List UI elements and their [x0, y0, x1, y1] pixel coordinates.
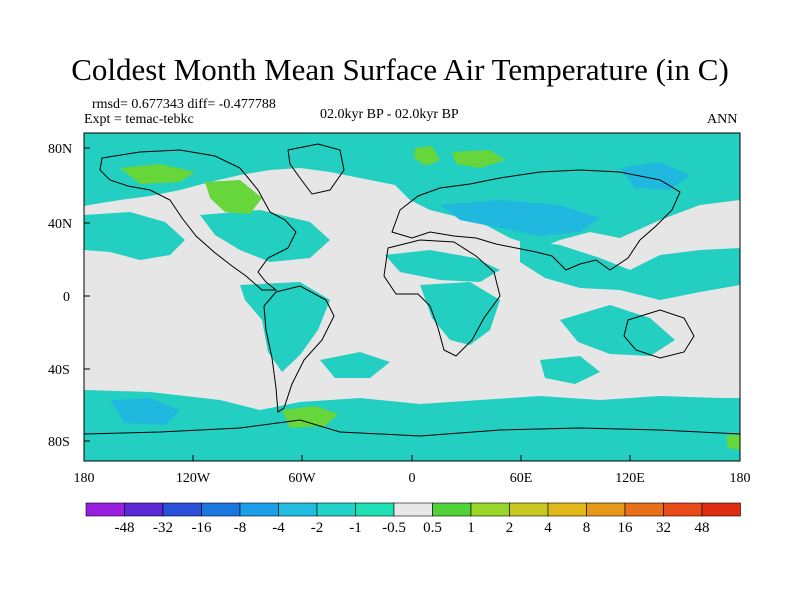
- anomaly-region: [240, 282, 330, 372]
- colorbar-swatch: [586, 502, 626, 517]
- anomaly-region: [200, 210, 330, 262]
- map-title: Coldest Month Mean Surface Air Temperatu…: [71, 52, 729, 87]
- experiment-label: Expt = temac-tebkc: [84, 112, 194, 127]
- colorbar-swatch: [124, 502, 164, 517]
- anomaly-region: [540, 356, 600, 384]
- colorbar-swatch: [201, 502, 241, 517]
- period-label: 02.0kyr BP - 02.0kyr BP: [320, 107, 459, 122]
- anomaly-region: [420, 282, 500, 345]
- colorbar-label: -4: [272, 520, 285, 536]
- colorbar-swatch: [85, 502, 125, 517]
- anomaly-fill-layer: [84, 133, 740, 461]
- colorbar-label: 16: [618, 520, 634, 536]
- coastline-layer: [84, 143, 740, 437]
- lat-label: 80N: [48, 142, 72, 157]
- stats-label: rmsd= 0.677343 diff= -0.477788: [92, 97, 276, 112]
- anomaly-region: [414, 146, 440, 166]
- colorbar-label: 8: [583, 520, 591, 536]
- colorbar-label: -48: [115, 520, 135, 536]
- anomaly-region: [84, 390, 740, 461]
- colorbar-swatch: [239, 502, 279, 517]
- colorbar: -48 -32 -16 -8 -4 -2 -1 -0.5 0.5 1 2 4 8 16 32 48: [85, 502, 741, 536]
- anomaly-region: [120, 164, 195, 184]
- coastline-south-america: [263, 285, 335, 413]
- colorbar-swatch: [701, 502, 741, 517]
- colorbar-swatch: [162, 502, 202, 517]
- lon-label: 120W: [176, 471, 211, 486]
- colorbar-swatch: [509, 502, 549, 517]
- coastline-australia: [623, 309, 695, 359]
- colorbar-swatch: [316, 502, 356, 517]
- anomaly-region: [282, 406, 338, 428]
- colorbar-swatch: [278, 502, 318, 517]
- lon-label: 0: [409, 471, 416, 486]
- colorbar-label: -8: [234, 520, 247, 536]
- anomaly-region: [620, 162, 690, 190]
- colorbar-swatch: [663, 502, 703, 517]
- colorbar-swatch: [432, 502, 472, 517]
- lat-label: 40N: [48, 217, 72, 232]
- anomaly-region: [440, 200, 600, 236]
- lat-label: 40S: [48, 363, 70, 378]
- coastline-north-america: [99, 149, 297, 291]
- colorbar-label: 1: [467, 520, 475, 536]
- lon-label: 180: [730, 471, 751, 486]
- coastline-greenland: [287, 143, 345, 195]
- colorbar-label: 0.5: [423, 520, 442, 536]
- anomaly-region: [726, 434, 740, 450]
- colorbar-swatch: [355, 502, 395, 517]
- colorbar-label: 4: [544, 520, 552, 536]
- colorbar-swatch: [624, 502, 664, 517]
- latitude-axis: 80N 40N 0 40S 80S: [48, 142, 90, 450]
- longitude-axis: 180 120W 60W 0 60E 120E 180: [74, 455, 751, 486]
- colorbar-swatch: [393, 502, 433, 517]
- season-label: ANN: [707, 112, 738, 127]
- anomaly-region: [110, 398, 180, 425]
- coastline-eurasia: [391, 169, 681, 271]
- lat-label: 0: [63, 290, 70, 305]
- lon-label: 120E: [615, 471, 645, 486]
- lat-label: 80S: [48, 435, 70, 450]
- lon-label: 180: [74, 471, 95, 486]
- colorbar-label: -32: [153, 520, 173, 536]
- anomaly-region: [320, 352, 390, 378]
- colorbar-label: -1: [349, 520, 362, 536]
- colorbar-label: -2: [311, 520, 324, 536]
- anomaly-region: [385, 250, 500, 282]
- coastline-africa: [383, 239, 501, 357]
- colorbar-label: 32: [656, 520, 671, 536]
- anomaly-region: [452, 150, 505, 168]
- anomaly-region: [560, 305, 675, 356]
- lon-label: 60E: [510, 471, 533, 486]
- anomaly-region: [205, 180, 262, 214]
- colorbar-label: 2: [506, 520, 514, 536]
- colorbar-label: -0.5: [382, 520, 406, 536]
- colorbar-label: 48: [695, 520, 710, 536]
- coastline-antarctica: [84, 419, 740, 437]
- colorbar-swatch: [470, 502, 510, 517]
- anomaly-region: [84, 212, 185, 260]
- lon-label: 60W: [288, 471, 316, 486]
- anomaly-region: [520, 240, 740, 300]
- colorbar-label: -16: [192, 520, 212, 536]
- colorbar-swatch: [547, 502, 587, 517]
